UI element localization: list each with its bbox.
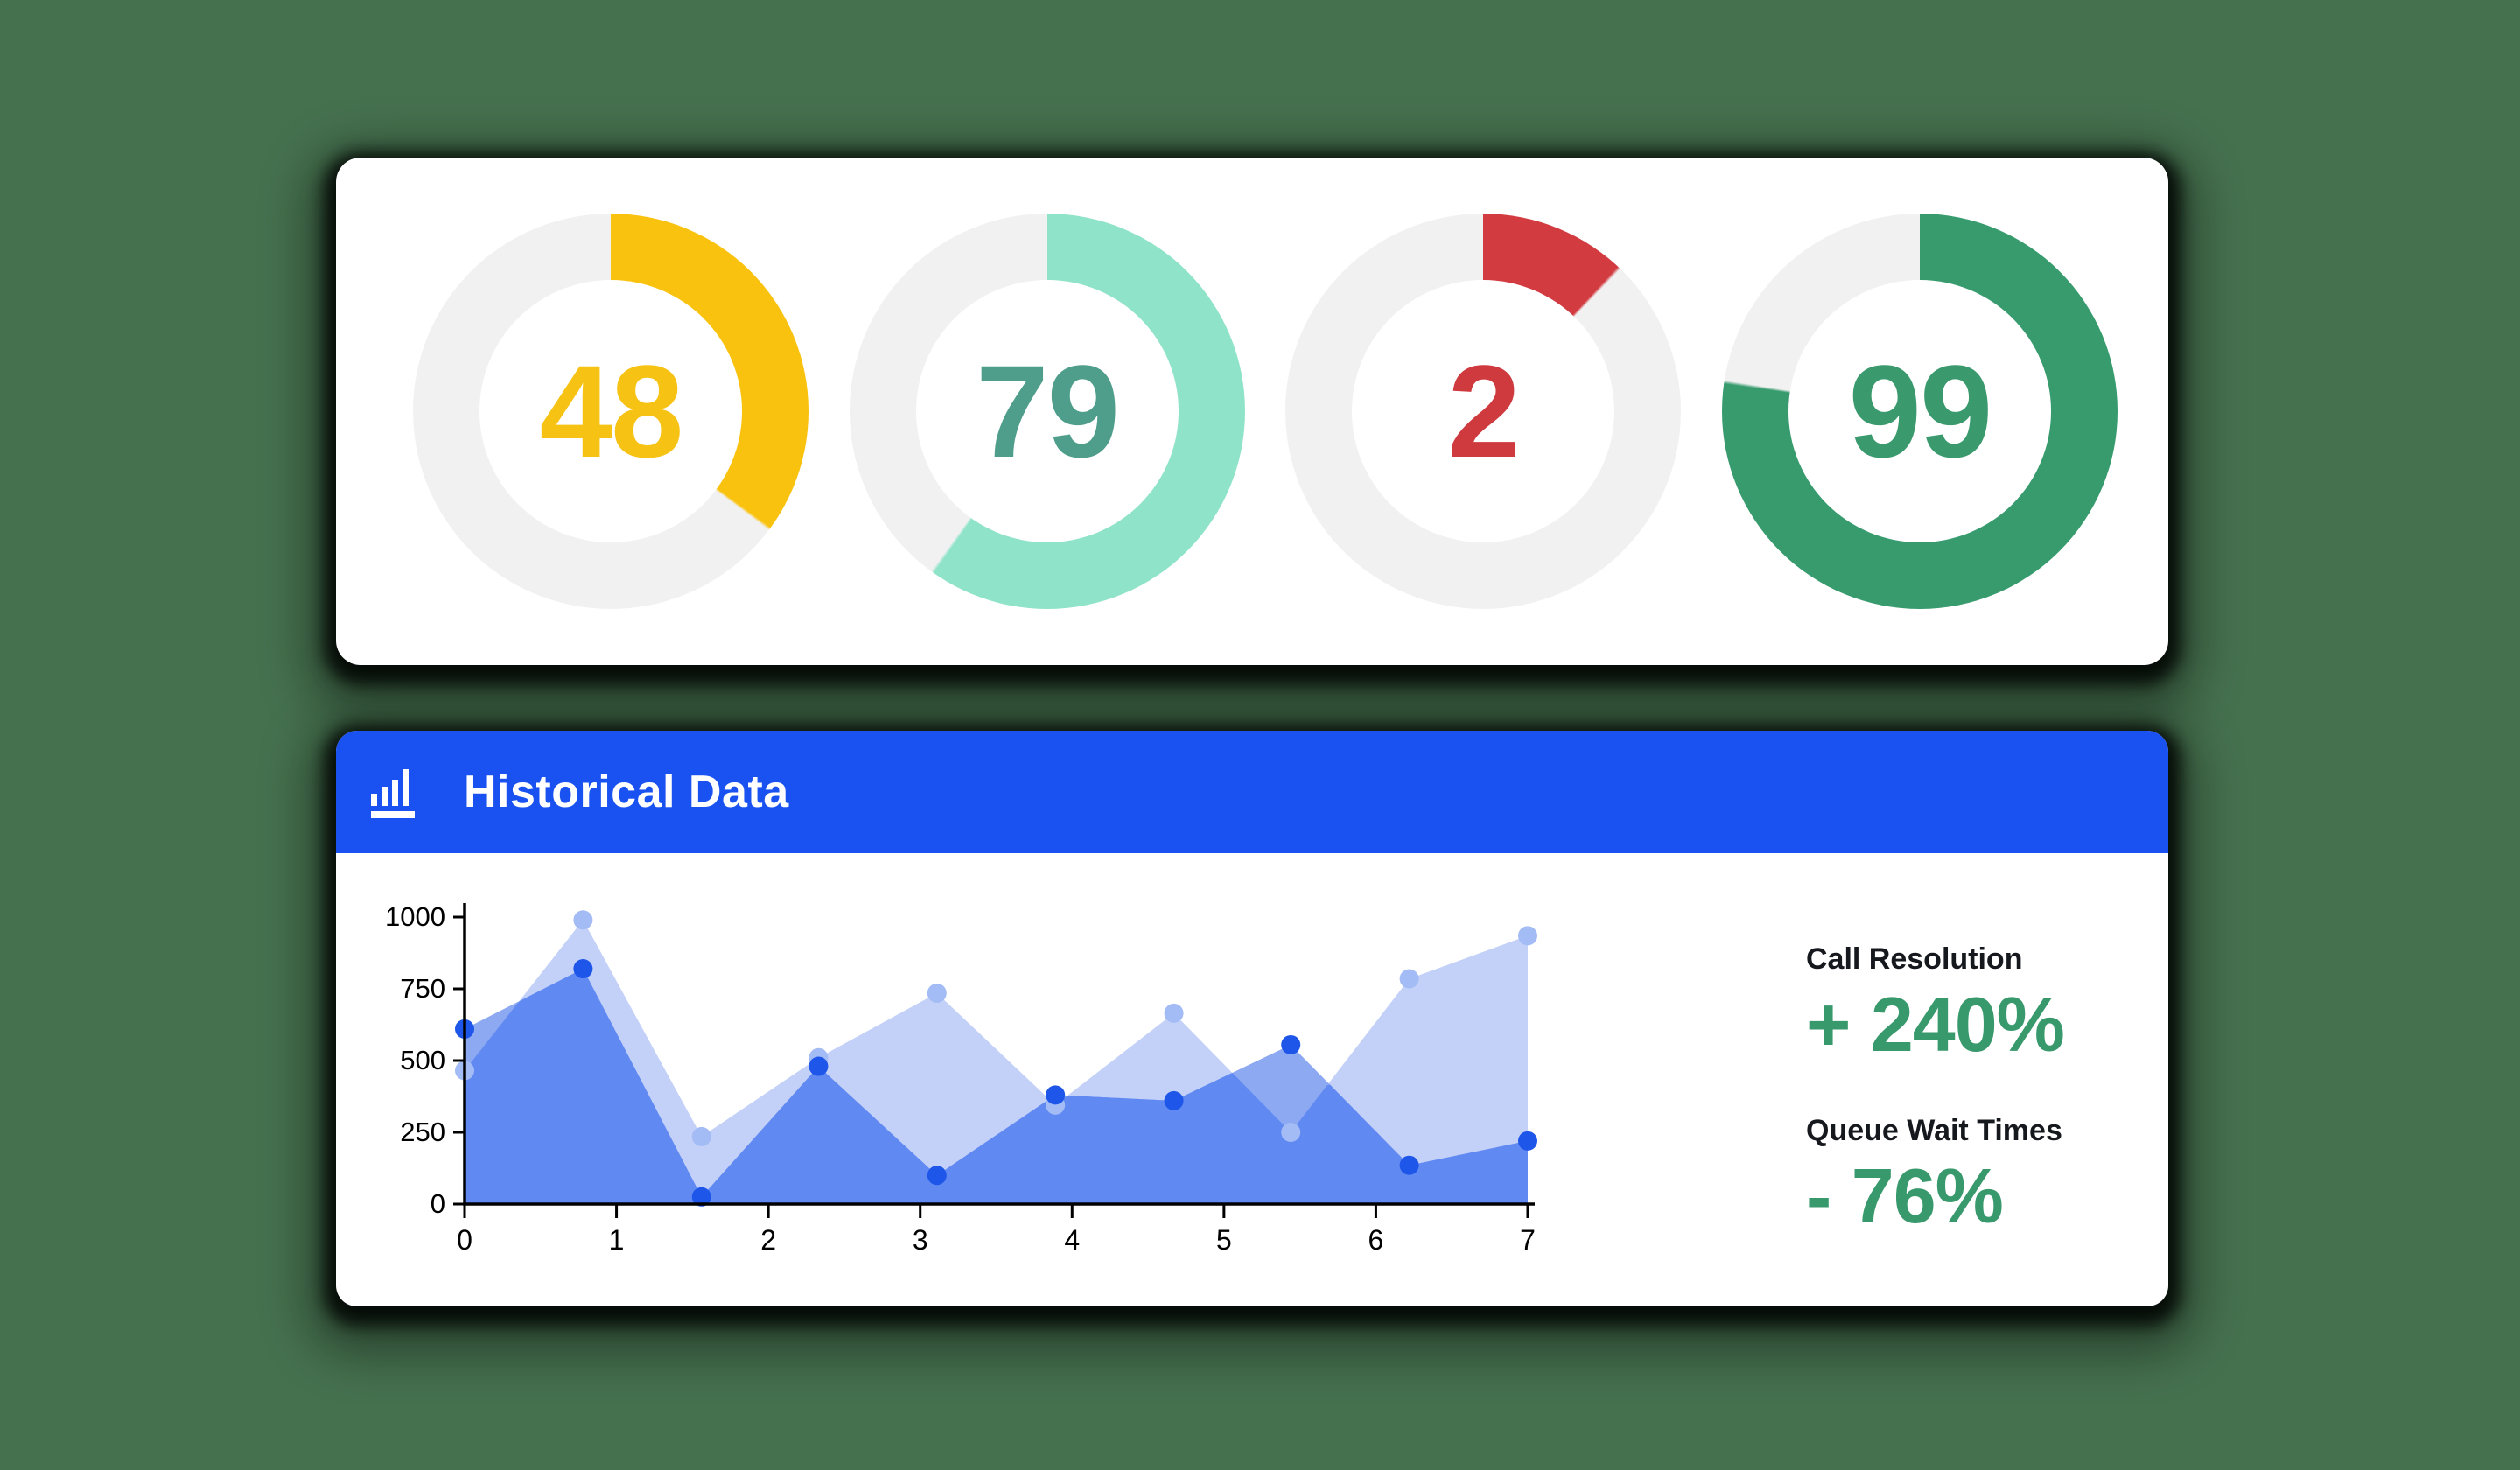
stats-panel: Call Resolution + 240% Queue Wait Times - 7… — [1806, 941, 2174, 1238]
svg-text:7: 7 — [1520, 1224, 1536, 1256]
svg-text:1: 1 — [609, 1224, 625, 1256]
donut-value: 79 — [976, 337, 1120, 485]
donut-hole — [915, 280, 1179, 542]
svg-text:250: 250 — [400, 1116, 445, 1147]
svg-text:750: 750 — [400, 973, 445, 1004]
donut-gauge-99: 99 — [1721, 214, 2118, 609]
donut-gauge-48: 48 — [413, 214, 808, 609]
svg-text:6: 6 — [1368, 1224, 1384, 1256]
donut-value: 99 — [1848, 337, 1993, 485]
historical-header: Historical Data — [336, 731, 2168, 853]
svg-text:3: 3 — [913, 1224, 928, 1256]
stat-value: - 76% — [1806, 1152, 2004, 1239]
stat-label: Call Resolution — [1806, 942, 2023, 976]
historical-card: Historical Data 0 250 500 750 1000 0 1 2 3 4 5 6 7 C… — [336, 731, 2168, 1306]
stat-block-0: Call Resolution + 240% — [1806, 941, 2174, 1067]
stat-block-1: Queue Wait Times - 76% — [1806, 1112, 2174, 1238]
donut-hole — [480, 280, 742, 542]
svg-text:0: 0 — [457, 1224, 472, 1256]
svg-text:1000: 1000 — [386, 901, 445, 932]
svg-text:0: 0 — [430, 1188, 445, 1219]
donut-hole — [1352, 280, 1615, 542]
gauges-card: 48 79 2 99 — [336, 158, 2168, 665]
donut-value: 2 — [1447, 337, 1521, 485]
historical-title: Historical Data — [464, 766, 789, 817]
svg-text:5: 5 — [1216, 1224, 1232, 1256]
svg-text:2: 2 — [760, 1224, 776, 1256]
donut-hole — [1788, 280, 2051, 542]
bar-chart-icon — [371, 769, 415, 818]
donut-value: 48 — [539, 337, 684, 485]
donut-gauge-79: 79 — [849, 214, 1245, 609]
donut-gauge-2: 2 — [1285, 214, 1682, 609]
svg-text:4: 4 — [1064, 1224, 1080, 1256]
area-chart: 0 250 500 750 1000 0 1 2 3 4 5 6 7 — [386, 892, 1593, 1278]
stat-label: Queue Wait Times — [1806, 1114, 2062, 1147]
svg-text:500: 500 — [400, 1045, 445, 1075]
stat-value: + 240% — [1806, 981, 2065, 1068]
